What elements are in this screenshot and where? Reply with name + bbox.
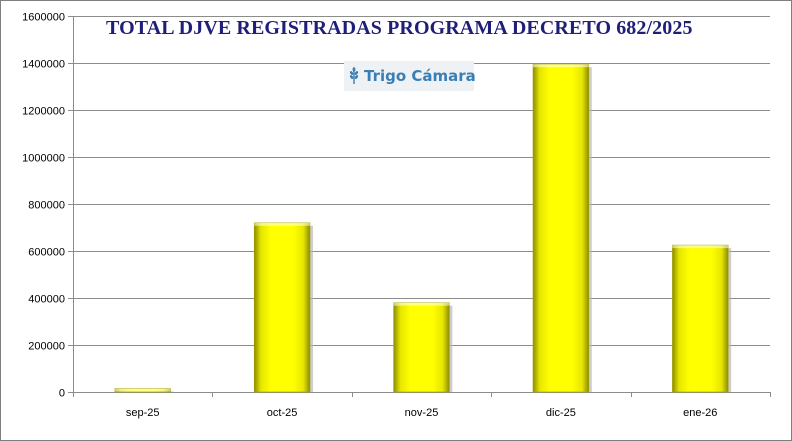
bar-highlight xyxy=(114,388,171,392)
y-tick-label: 200000 xyxy=(28,341,65,353)
y-tick-label: 0 xyxy=(59,388,65,400)
x-tick-label: oct-25 xyxy=(267,407,298,419)
y-tick-label: 1400000 xyxy=(22,59,65,71)
bar xyxy=(393,302,450,393)
wheat-icon xyxy=(349,67,359,84)
bar xyxy=(253,222,311,393)
x-tick-label: nov-25 xyxy=(405,407,439,419)
x-tick-label: ene-26 xyxy=(683,407,717,419)
gridlines xyxy=(73,16,770,346)
y-tick-label: 600000 xyxy=(28,247,65,259)
y-tick-label: 800000 xyxy=(28,200,65,212)
x-tick-labels: sep-25 oct-25 nov-25 dic-25 ene-26 xyxy=(126,407,718,419)
y-tick-label: 1200000 xyxy=(22,106,65,118)
bar xyxy=(672,244,729,393)
watermark: Trigo Cámara xyxy=(344,61,476,91)
bars xyxy=(114,63,732,393)
y-tick-labels: 0 200000 400000 600000 800000 1000000 1200000 1… xyxy=(22,12,65,400)
x-tick-label: sep-25 xyxy=(126,407,160,419)
x-tick-label: dic-25 xyxy=(546,407,576,419)
bar-highlight xyxy=(393,302,450,306)
y-tick-label: 400000 xyxy=(28,294,65,306)
y-tick-label: 1000000 xyxy=(22,153,65,165)
y-tick-label: 1600000 xyxy=(22,12,65,24)
bar xyxy=(532,63,590,393)
bar-highlight xyxy=(533,64,589,68)
watermark-text: Trigo Cámara xyxy=(364,67,476,85)
chart-title: TOTAL DJVE REGISTRADAS PROGRAMA DECRETO … xyxy=(106,17,693,39)
bar-highlight xyxy=(672,245,729,249)
axes xyxy=(68,16,771,397)
bar-highlight xyxy=(254,222,310,226)
